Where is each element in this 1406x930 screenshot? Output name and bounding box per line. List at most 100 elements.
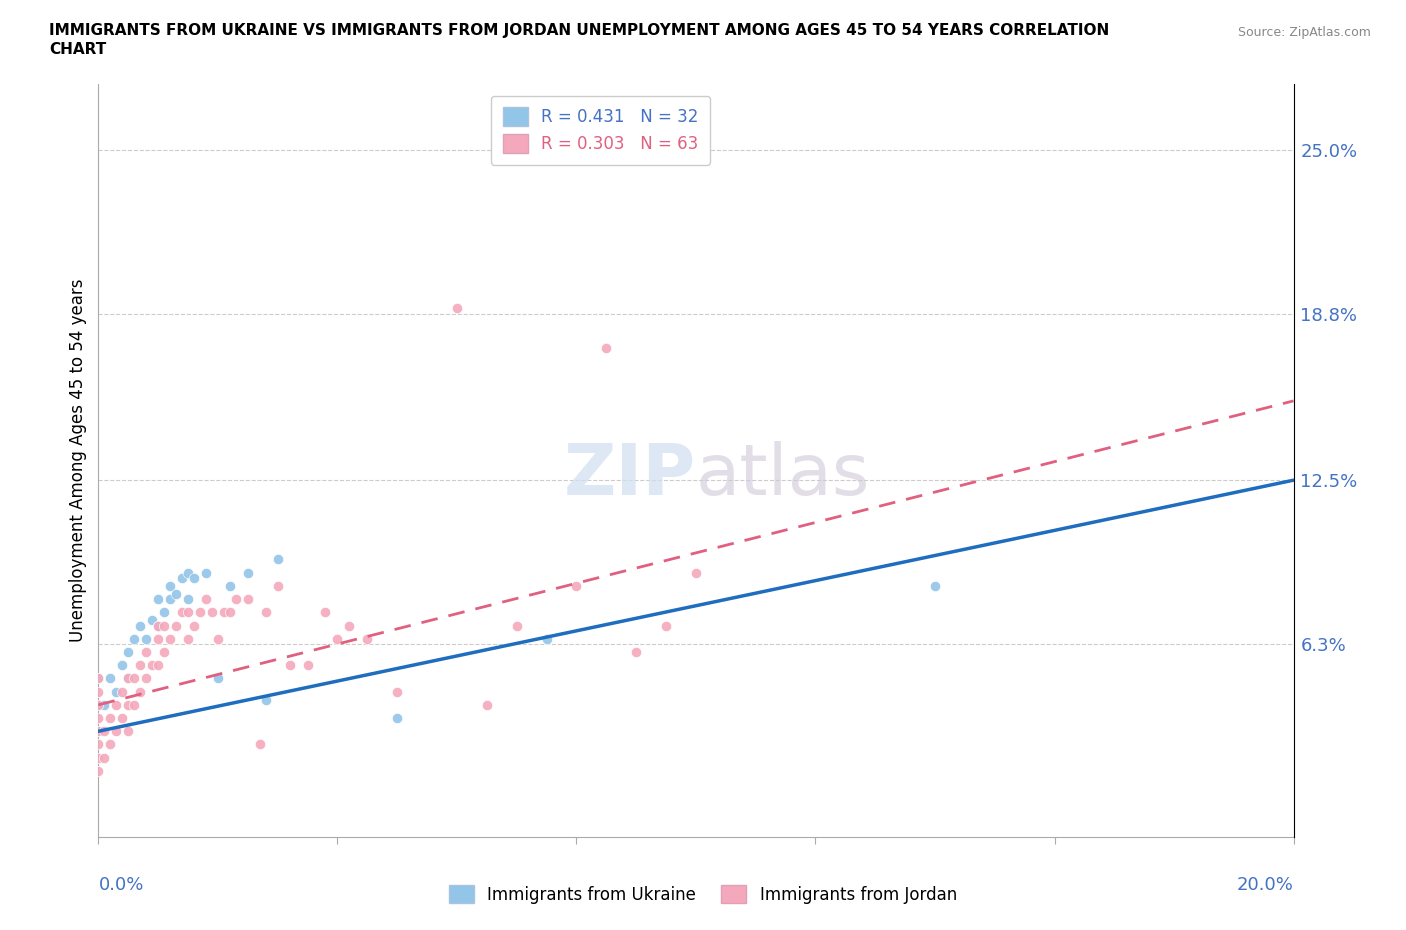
Text: 20.0%: 20.0% [1237,876,1294,894]
Point [177,591,200,606]
Legend: Immigrants from Ukraine, Immigrants from Jordan: Immigrants from Ukraine, Immigrants from… [443,879,963,910]
Point [93,724,115,738]
Point [195,565,218,580]
Point [339,618,361,633]
Point [207,631,229,646]
Point [148,618,170,633]
Point [177,565,200,580]
Point [297,658,319,672]
Point [111,684,134,699]
Point [506,618,529,633]
Point [924,578,946,593]
Point [87,671,110,685]
Point [129,618,152,633]
Point [207,671,229,685]
Point [117,724,139,738]
Point [111,711,134,725]
Point [87,764,110,778]
Point [117,671,139,685]
Text: atlas: atlas [696,441,870,510]
Point [135,644,157,659]
Point [183,570,205,585]
Point [98,711,122,725]
Point [254,692,277,707]
Point [111,658,134,672]
Point [141,613,163,628]
Text: 0.0%: 0.0% [98,876,143,894]
Point [148,618,170,633]
Point [165,587,187,602]
Point [254,604,277,619]
Point [385,711,409,725]
Point [172,570,194,585]
Point [385,684,409,699]
Point [87,711,110,725]
Point [117,698,139,712]
Point [87,751,110,765]
Point [356,631,378,646]
Point [141,658,163,672]
Point [267,552,290,567]
Point [172,604,194,619]
Point [87,698,110,712]
Point [98,671,122,685]
Point [565,578,588,593]
Point [655,618,678,633]
Point [129,658,152,672]
Point [129,684,152,699]
Point [159,578,181,593]
Point [148,631,170,646]
Point [188,604,211,619]
Point [219,604,242,619]
Point [87,724,110,738]
Point [195,591,218,606]
Text: Source: ZipAtlas.com: Source: ZipAtlas.com [1237,26,1371,39]
Point [105,724,128,738]
Point [201,604,224,619]
Y-axis label: Unemployment Among Ages 45 to 54 years: Unemployment Among Ages 45 to 54 years [69,279,87,642]
Point [685,565,707,580]
Text: ZIP: ZIP [564,441,696,510]
Point [219,578,242,593]
Point [87,737,110,752]
Point [278,658,301,672]
Point [595,340,617,355]
Point [225,591,247,606]
Point [236,565,259,580]
Point [326,631,349,646]
Point [183,618,205,633]
Point [249,737,271,752]
Point [105,698,128,712]
Point [153,644,176,659]
Point [177,631,200,646]
Point [98,737,122,752]
Point [475,698,498,712]
Point [87,724,110,738]
Point [315,604,337,619]
Point [117,644,139,659]
Point [93,751,115,765]
Point [153,618,176,633]
Point [267,578,290,593]
Point [236,591,259,606]
Point [105,684,128,699]
Point [626,644,648,659]
Point [87,684,110,699]
Text: IMMIGRANTS FROM UKRAINE VS IMMIGRANTS FROM JORDAN UNEMPLOYMENT AMONG AGES 45 TO : IMMIGRANTS FROM UKRAINE VS IMMIGRANTS FR… [49,23,1109,38]
Point [117,671,139,685]
Legend: R = 0.431   N = 32, R = 0.303   N = 63: R = 0.431 N = 32, R = 0.303 N = 63 [491,96,710,165]
Text: CHART: CHART [49,42,107,57]
Point [135,631,157,646]
Point [135,671,157,685]
Point [93,698,115,712]
Point [159,591,181,606]
Point [87,671,110,685]
Point [212,604,235,619]
Point [165,618,187,633]
Point [446,301,468,316]
Point [124,698,146,712]
Point [148,591,170,606]
Point [153,604,176,619]
Point [124,631,146,646]
Point [159,631,181,646]
